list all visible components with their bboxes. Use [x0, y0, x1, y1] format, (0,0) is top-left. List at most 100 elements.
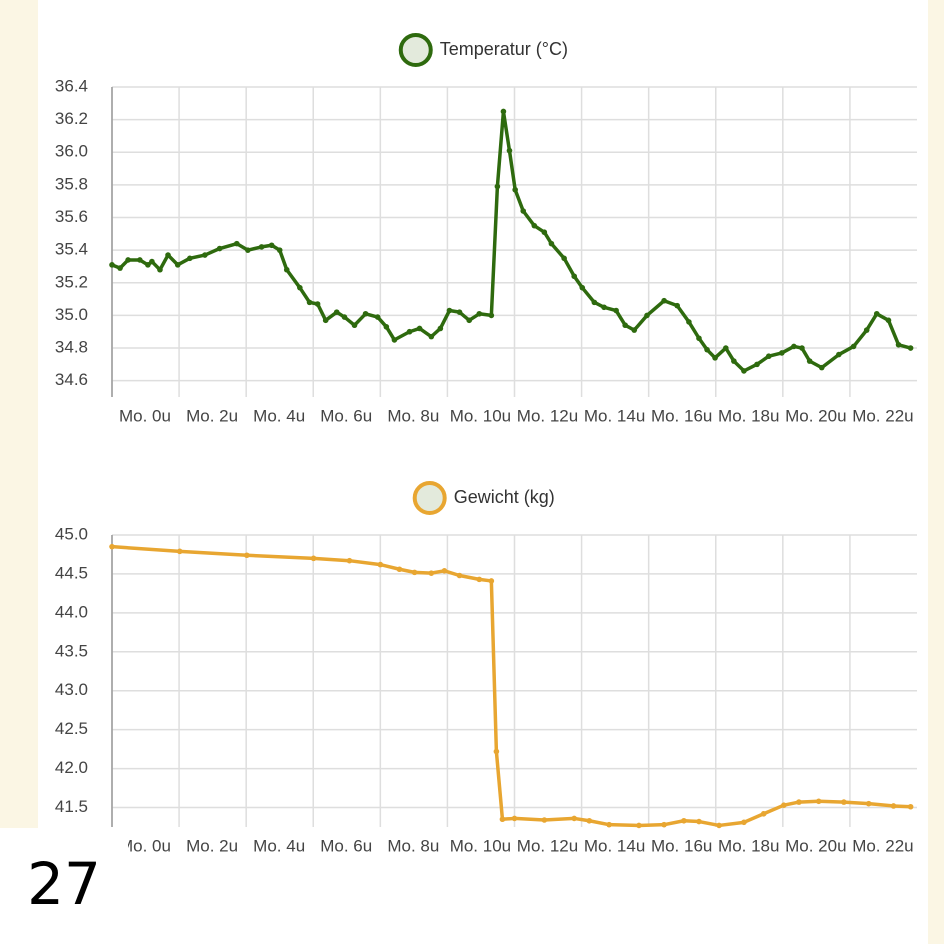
data-point	[636, 822, 642, 829]
legend-marker	[412, 481, 447, 515]
data-point	[306, 299, 313, 306]
data-point	[850, 343, 857, 350]
data-point	[374, 314, 381, 320]
data-point	[716, 822, 722, 829]
x-tick-label: Mo. 14u	[584, 836, 645, 855]
data-point	[631, 327, 638, 333]
data-point	[511, 815, 518, 822]
data-point	[406, 328, 413, 335]
x-tick-label: Mo. 12u	[517, 406, 578, 425]
data-point	[571, 815, 578, 822]
x-tick-label: Mo. 8u	[387, 836, 439, 855]
data-point	[117, 265, 123, 271]
y-tick-label: 35.8	[55, 174, 88, 193]
data-point	[681, 817, 687, 824]
data-line	[111, 544, 911, 828]
x-tick-label: Mo. 2u	[186, 836, 238, 855]
y-tick-label: 41.5	[55, 797, 88, 816]
x-tick-label: Mo. 16u	[651, 406, 712, 425]
data-point	[907, 803, 914, 810]
data-point	[383, 324, 390, 330]
data-point	[488, 312, 495, 319]
data-point	[149, 258, 155, 265]
data-point	[579, 284, 586, 291]
data-point	[310, 555, 317, 562]
data-point	[109, 543, 115, 550]
data-point	[601, 304, 607, 311]
y-tick-label: 36.4	[55, 76, 88, 95]
data-point	[779, 350, 785, 356]
data-point	[441, 568, 448, 574]
data-point	[895, 341, 902, 348]
data-point	[396, 566, 403, 573]
data-point	[174, 262, 181, 268]
data-point	[283, 266, 290, 273]
data-point	[765, 353, 772, 360]
data-point	[865, 800, 872, 807]
y-tick-label: 43.0	[55, 680, 88, 699]
x-tick-label: Mo. 6u	[320, 406, 372, 425]
data-point	[754, 361, 760, 368]
data-point	[109, 262, 115, 268]
data-point	[806, 358, 813, 364]
data-point	[233, 240, 240, 247]
data-point	[836, 351, 842, 358]
x-tick-label: Mo. 16u	[651, 836, 712, 855]
legend-label: Gewicht (kg)	[454, 487, 555, 507]
data-point	[244, 552, 250, 559]
data-point	[506, 147, 513, 154]
y-tick-label: 42.5	[55, 719, 88, 738]
y-tick-label: 34.8	[55, 338, 88, 357]
data-point	[391, 337, 398, 343]
data-point	[781, 802, 787, 808]
x-tick-label: Mo. 22u	[852, 836, 913, 855]
data-point	[377, 561, 384, 568]
data-point	[799, 345, 805, 351]
data-point	[890, 803, 897, 809]
data-point	[591, 299, 598, 306]
data-point	[674, 302, 680, 309]
data-point	[187, 255, 193, 262]
data-point	[571, 273, 578, 280]
data-point	[561, 255, 567, 262]
data-point	[297, 284, 303, 291]
data-point	[466, 317, 473, 324]
data-point	[531, 222, 538, 229]
data-point	[341, 314, 348, 320]
x-tick-label: Mo. 10u	[450, 836, 511, 855]
data-point	[541, 817, 548, 823]
data-point	[456, 309, 463, 315]
y-tick-label: 35.6	[55, 207, 88, 226]
data-point	[245, 247, 251, 253]
x-tick-label: Mo. 12u	[517, 836, 578, 855]
data-point	[276, 247, 283, 253]
x-tick-label: Mo. 20u	[785, 836, 846, 855]
data-point	[661, 297, 667, 304]
x-tick-label: Mo. 22u	[852, 406, 913, 425]
data-point	[791, 343, 797, 350]
data-point	[731, 358, 737, 364]
data-point	[704, 346, 710, 353]
data-point	[686, 319, 692, 325]
data-point	[428, 333, 435, 340]
data-point	[512, 186, 518, 193]
data-point	[661, 821, 667, 828]
y-tick-label: 36.2	[55, 109, 88, 128]
data-point	[314, 301, 321, 307]
x-tick-label: Mo. 8u	[387, 406, 439, 425]
x-tick-label: Mo. 0u	[119, 836, 171, 855]
data-point	[796, 799, 802, 805]
data-point	[500, 108, 507, 115]
data-point	[696, 335, 702, 342]
x-tick-label: Mo. 18u	[718, 406, 779, 425]
data-point	[362, 310, 369, 317]
data-point	[268, 242, 275, 249]
data-point	[258, 244, 265, 250]
data-point	[176, 548, 183, 555]
data-point	[145, 262, 151, 268]
data-point	[907, 345, 914, 351]
label-box	[0, 828, 128, 944]
data-point	[613, 307, 619, 314]
